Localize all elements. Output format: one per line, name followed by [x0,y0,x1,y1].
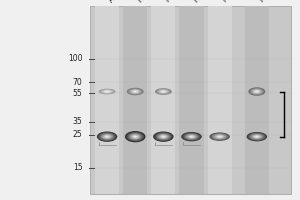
Text: Hela: Hela [135,0,154,4]
Ellipse shape [127,88,144,95]
Ellipse shape [213,134,226,139]
Ellipse shape [250,88,263,95]
Ellipse shape [134,136,136,137]
Ellipse shape [131,135,139,139]
Ellipse shape [156,133,171,141]
Ellipse shape [162,136,165,137]
Ellipse shape [130,134,140,139]
Ellipse shape [126,132,144,142]
Ellipse shape [181,132,202,141]
Ellipse shape [161,135,166,138]
Ellipse shape [252,134,262,139]
Ellipse shape [160,90,167,93]
Ellipse shape [247,132,267,141]
Ellipse shape [160,135,167,139]
Ellipse shape [129,89,142,94]
Ellipse shape [97,131,117,142]
Text: HT-1080: HT-1080 [191,0,220,4]
Bar [151,6,175,194]
Ellipse shape [214,135,225,139]
Ellipse shape [131,90,140,93]
Ellipse shape [106,91,108,92]
Ellipse shape [159,90,168,93]
Ellipse shape [184,133,199,140]
Ellipse shape [99,133,115,141]
Ellipse shape [254,90,260,93]
Text: 25: 25 [73,130,82,139]
Ellipse shape [99,89,116,94]
Ellipse shape [106,136,108,137]
Ellipse shape [100,89,115,94]
Ellipse shape [254,135,260,138]
Ellipse shape [209,132,230,141]
Ellipse shape [182,133,200,141]
Ellipse shape [162,91,164,92]
Ellipse shape [248,87,265,96]
Ellipse shape [133,91,137,92]
Ellipse shape [190,136,193,137]
Ellipse shape [155,88,172,95]
Ellipse shape [252,89,262,94]
Ellipse shape [156,89,171,94]
Ellipse shape [186,134,197,139]
Text: HepG2: HepG2 [164,0,188,4]
Ellipse shape [253,135,261,138]
Ellipse shape [133,135,138,138]
Bar [95,6,119,194]
Ellipse shape [158,134,169,139]
Ellipse shape [249,133,265,140]
Ellipse shape [188,135,195,138]
Ellipse shape [212,133,227,140]
Text: 35: 35 [73,117,82,126]
Ellipse shape [103,135,111,139]
Ellipse shape [128,132,143,141]
Ellipse shape [129,133,142,140]
Ellipse shape [253,89,261,94]
Ellipse shape [217,136,222,138]
Text: 55: 55 [73,89,82,98]
Ellipse shape [185,134,198,140]
Bar [90,6,291,194]
Text: H.kidney: H.kidney [257,0,287,4]
Ellipse shape [104,135,110,138]
Ellipse shape [134,91,136,92]
Text: 100: 100 [68,54,83,63]
Ellipse shape [130,89,140,94]
Text: 15: 15 [73,163,82,172]
Text: 70: 70 [73,78,82,87]
Ellipse shape [256,91,258,92]
Ellipse shape [218,136,221,137]
Bar [123,6,147,194]
Text: H.placenta: H.placenta [220,0,255,4]
Ellipse shape [158,89,169,94]
Ellipse shape [256,136,258,137]
Text: A431: A431 [107,0,128,4]
Ellipse shape [249,88,264,95]
Ellipse shape [154,132,172,141]
Ellipse shape [104,90,110,93]
Ellipse shape [132,90,138,93]
Ellipse shape [102,90,112,93]
Ellipse shape [189,135,194,138]
Ellipse shape [128,88,142,95]
Bar [208,6,232,194]
Ellipse shape [101,89,113,94]
Ellipse shape [255,90,259,93]
Ellipse shape [248,133,266,141]
Ellipse shape [125,131,146,142]
Ellipse shape [216,135,224,138]
Ellipse shape [211,133,229,140]
Ellipse shape [157,89,170,94]
Ellipse shape [103,90,111,93]
Ellipse shape [101,133,113,140]
Bar [245,6,269,194]
Ellipse shape [102,134,112,139]
Ellipse shape [105,91,109,92]
Ellipse shape [98,132,116,141]
Ellipse shape [250,134,263,140]
Ellipse shape [153,131,174,142]
Bar [179,6,204,194]
Ellipse shape [157,133,170,140]
Ellipse shape [161,91,166,92]
